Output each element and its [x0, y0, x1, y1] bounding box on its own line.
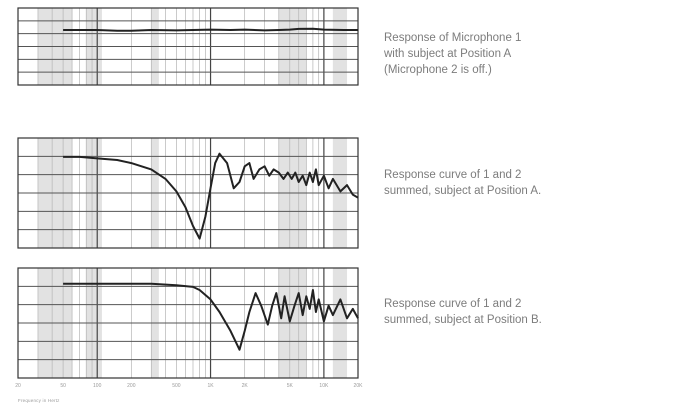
x-tick-label: 20K: [354, 383, 364, 389]
response-curve: [63, 152, 359, 240]
x-axis-title: Frequency in Hertz: [18, 398, 60, 403]
x-tick-label: 50: [60, 383, 66, 389]
caption-position-a-mic1: Response of Microphone 1 with subject at…: [384, 32, 522, 76]
x-tick-label: 5K: [287, 383, 294, 389]
caption-summed-position-b: Response curve of 1 and 2 summed, subjec…: [384, 298, 542, 326]
plot-frame: [17, 267, 359, 379]
x-tick-label: 10K: [319, 383, 329, 389]
x-tick-label: 200: [127, 383, 136, 389]
plot-frame: [17, 137, 359, 249]
response-curve: [63, 282, 359, 351]
caption-summed-position-a: Response curve of 1 and 2 summed, subjec…: [384, 169, 542, 197]
x-tick-label: 500: [172, 383, 181, 389]
response-curve: [63, 27, 358, 32]
x-tick-label: 20: [15, 383, 21, 389]
x-tick-label: 100: [93, 383, 102, 389]
x-tick-label: 1K: [207, 383, 214, 389]
x-tick-label: 2K: [242, 383, 249, 389]
plot-frame: [17, 7, 359, 86]
